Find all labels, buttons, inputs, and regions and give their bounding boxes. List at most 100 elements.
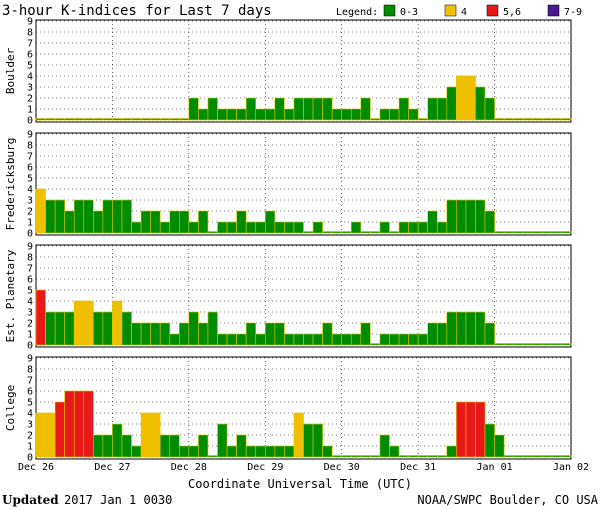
k-bar xyxy=(169,434,180,458)
y-tick-label: 1 xyxy=(27,105,33,116)
k-bar xyxy=(331,333,343,346)
k-bar xyxy=(284,445,295,458)
k-bar xyxy=(131,221,142,234)
k-bar xyxy=(207,231,218,234)
k-bar xyxy=(188,311,199,346)
updated-label: Updated xyxy=(2,493,59,507)
k-bar xyxy=(54,199,65,234)
k-bar xyxy=(360,455,371,458)
k-bar xyxy=(35,118,46,121)
x-tick-label: Jan 01 xyxy=(477,462,513,473)
y-tick-label: 3 xyxy=(27,83,33,94)
k-bar xyxy=(417,455,428,458)
x-tick-label: Dec 29 xyxy=(247,462,283,473)
k-bar xyxy=(284,333,295,346)
k-bar xyxy=(35,412,46,458)
k-bar xyxy=(293,333,304,346)
k-bar xyxy=(379,434,390,458)
k-bar xyxy=(398,221,409,234)
k-bar xyxy=(561,231,572,234)
k-bar xyxy=(236,434,247,458)
k-bar xyxy=(389,108,400,121)
k-bar xyxy=(446,86,457,121)
k-bar xyxy=(303,231,314,234)
y-tick-label: 8 xyxy=(27,28,33,39)
k-bar xyxy=(35,289,46,346)
y-tick-label: 2 xyxy=(27,207,33,218)
k-bar xyxy=(532,231,543,234)
credit: NOAA/SWPC Boulder, CO USA xyxy=(417,493,598,507)
k-bar xyxy=(245,322,257,346)
k-bar xyxy=(350,333,362,346)
k-bar xyxy=(236,333,247,346)
k-bar xyxy=(45,412,56,458)
k-bar xyxy=(522,118,534,121)
k-bar xyxy=(54,311,65,346)
y-tick-label: 0 xyxy=(27,229,33,240)
k-bar xyxy=(417,221,428,234)
k-bar xyxy=(446,445,457,458)
k-bar xyxy=(484,97,495,121)
k-bar xyxy=(532,343,543,346)
k-bar xyxy=(293,97,304,121)
panel-frame xyxy=(35,19,572,123)
k-bar xyxy=(503,118,514,121)
k-bar xyxy=(159,434,171,458)
x-tick-label: Dec 28 xyxy=(171,462,207,473)
k-bar xyxy=(274,445,285,458)
k-bar xyxy=(217,333,228,346)
k-bar xyxy=(561,455,572,458)
k-bar xyxy=(360,97,371,121)
y-tick-label: 6 xyxy=(27,387,33,398)
k-bar xyxy=(456,401,467,458)
k-bar xyxy=(513,231,524,234)
k-bar xyxy=(179,445,190,458)
k-bar xyxy=(408,221,419,234)
legend: 0-3 4 5,6 7-9 xyxy=(383,4,582,18)
y-tick-label: 0 xyxy=(27,116,33,127)
panel-name: Fredericksburg xyxy=(4,138,17,231)
k-bar xyxy=(522,455,534,458)
k-bar xyxy=(398,333,409,346)
k-bar xyxy=(45,311,56,346)
x-axis-label: Coordinate Universal Time (UTC) xyxy=(188,477,412,491)
k-bar xyxy=(331,108,343,121)
k-bar xyxy=(427,97,438,121)
x-tick-label: Dec 31 xyxy=(400,462,436,473)
k-bar xyxy=(64,390,75,458)
k-bar xyxy=(121,199,132,234)
k-bar xyxy=(140,118,151,121)
k-bar xyxy=(226,221,237,234)
k-bar xyxy=(83,118,94,121)
k-bar xyxy=(465,75,476,121)
k-bar xyxy=(83,199,94,234)
k-bar xyxy=(102,434,113,458)
k-bar xyxy=(350,221,362,234)
k-bar xyxy=(140,210,151,234)
k-bar xyxy=(179,210,190,234)
k-bar xyxy=(45,199,56,234)
k-bar xyxy=(494,118,505,121)
k-bar xyxy=(245,445,257,458)
y-tick-label: 5 xyxy=(27,398,33,409)
k-bar xyxy=(121,434,132,458)
y-tick-label: 0 xyxy=(27,341,33,352)
k-bar xyxy=(551,455,562,458)
k-bar xyxy=(513,343,524,346)
k-bar xyxy=(303,333,314,346)
y-tick-label: 9 xyxy=(27,130,33,141)
y-tick-label: 4 xyxy=(27,72,33,83)
y-tick-label: 6 xyxy=(27,163,33,174)
k-bar xyxy=(264,322,276,346)
k-bar xyxy=(513,118,524,121)
y-tick-label: 1 xyxy=(27,330,33,341)
k-bar xyxy=(312,423,323,458)
k-bar xyxy=(522,343,534,346)
k-bar xyxy=(198,322,209,346)
k-bar xyxy=(35,188,46,234)
k-bar xyxy=(312,333,323,346)
k-bar xyxy=(131,118,142,121)
k-bar xyxy=(551,343,562,346)
